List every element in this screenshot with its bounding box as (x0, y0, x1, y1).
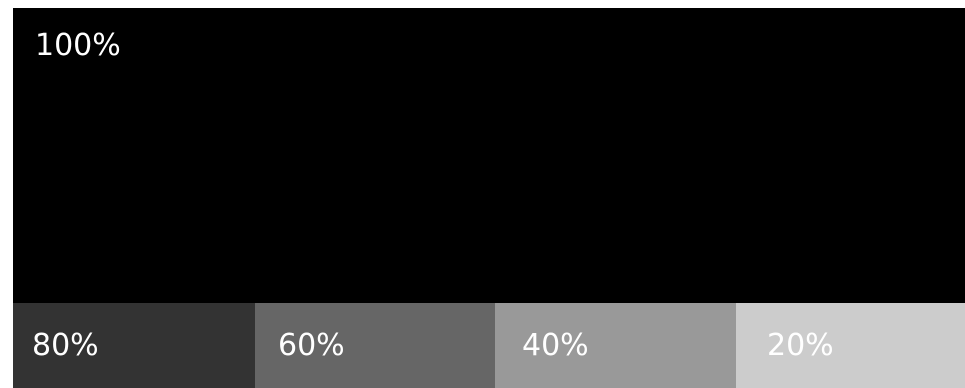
swatch-80: 80% (13, 303, 255, 388)
swatch-label-40: 40% (522, 328, 589, 363)
swatch-label-100: 100% (35, 28, 121, 63)
swatch-label-60: 60% (278, 328, 345, 363)
swatch-20: 20% (736, 303, 965, 388)
tint-row: 80% 60% 40% 20% (13, 303, 965, 388)
swatch-100: 100% (13, 8, 965, 303)
swatch-40: 40% (495, 303, 736, 388)
swatch-label-80: 80% (32, 328, 99, 363)
color-tint-palette: 100% 80% 60% 40% 20% (13, 8, 965, 388)
swatch-60: 60% (255, 303, 495, 388)
swatch-label-20: 20% (767, 328, 834, 363)
